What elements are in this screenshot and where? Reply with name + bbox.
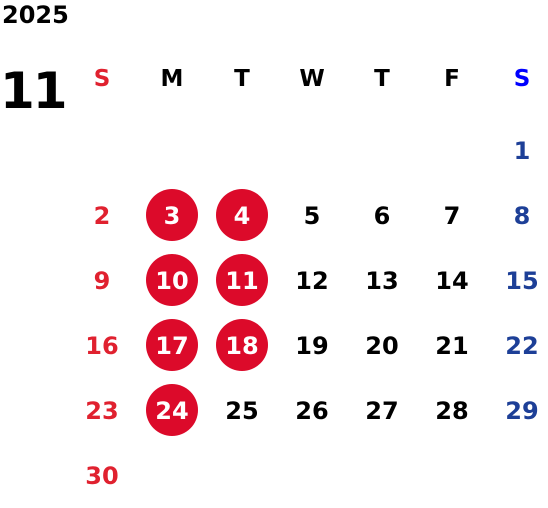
weekday-header: F bbox=[444, 65, 460, 92]
day-cell[interactable]: 29 bbox=[505, 396, 539, 425]
month-number: 11 bbox=[0, 62, 68, 120]
day-cell[interactable]: 23 bbox=[85, 396, 119, 425]
weekday-header: S bbox=[513, 65, 531, 92]
day-cell[interactable]: 8 bbox=[513, 201, 531, 230]
day-cell[interactable]: 16 bbox=[85, 331, 119, 360]
day-cell-highlighted[interactable]: 4 bbox=[207, 183, 277, 248]
day-cell[interactable]: 25 bbox=[225, 396, 259, 425]
day-cell[interactable]: 30 bbox=[85, 461, 119, 490]
weekday-header: T bbox=[234, 65, 250, 92]
day-cell[interactable]: 28 bbox=[435, 396, 469, 425]
day-cell[interactable]: 26 bbox=[295, 396, 329, 425]
year-label: 2025 bbox=[2, 1, 69, 29]
day-cell[interactable]: 12 bbox=[295, 266, 329, 295]
day-cell-highlighted[interactable]: 17 bbox=[137, 313, 207, 378]
day-cell[interactable]: 14 bbox=[435, 266, 469, 295]
day-cell[interactable]: 27 bbox=[365, 396, 399, 425]
day-cell[interactable]: 20 bbox=[365, 331, 399, 360]
day-cell[interactable]: 7 bbox=[443, 201, 461, 230]
day-cell[interactable]: 1 bbox=[513, 136, 531, 165]
day-cell-highlighted[interactable]: 11 bbox=[207, 248, 277, 313]
day-cell[interactable]: 9 bbox=[93, 266, 111, 295]
day-cell[interactable]: 13 bbox=[365, 266, 399, 295]
day-cell-highlighted[interactable]: 18 bbox=[207, 313, 277, 378]
weekday-header: M bbox=[160, 65, 184, 92]
day-cell-highlighted[interactable]: 24 bbox=[137, 378, 207, 443]
day-cell-highlighted[interactable]: 10 bbox=[137, 248, 207, 313]
weekday-header: W bbox=[299, 65, 325, 92]
day-cell[interactable]: 2 bbox=[93, 201, 111, 230]
day-cell-highlighted[interactable]: 3 bbox=[137, 183, 207, 248]
day-cell[interactable]: 19 bbox=[295, 331, 329, 360]
day-cell[interactable]: 21 bbox=[435, 331, 469, 360]
day-cell[interactable]: 22 bbox=[505, 331, 539, 360]
weekday-header: T bbox=[374, 65, 390, 92]
day-cell[interactable]: 6 bbox=[373, 201, 391, 230]
day-cell[interactable]: 15 bbox=[505, 266, 539, 295]
day-cell[interactable]: 5 bbox=[303, 201, 321, 230]
weekday-header: S bbox=[93, 65, 111, 92]
